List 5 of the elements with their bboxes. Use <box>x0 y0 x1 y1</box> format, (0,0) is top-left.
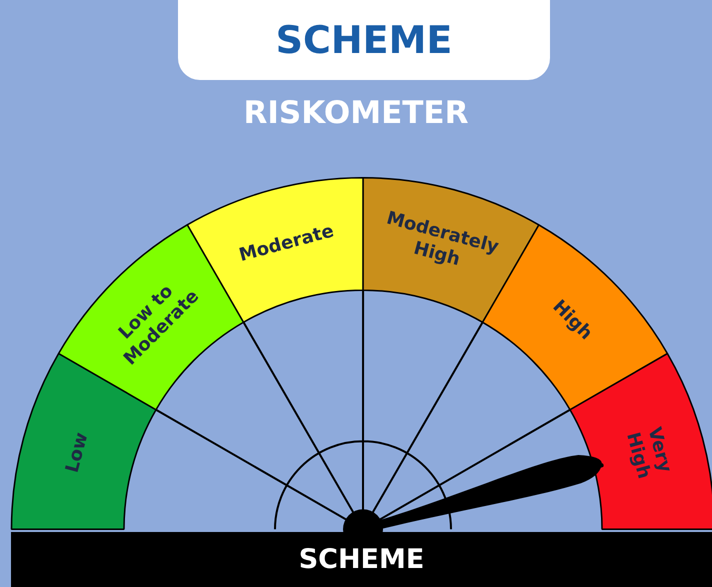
chart-title: SCHEME <box>276 18 452 62</box>
slice-label: Low <box>62 430 92 475</box>
chart-subtitle: RISKOMETER <box>242 95 470 131</box>
text: SCHEME <box>298 544 424 575</box>
slice-label: Very High <box>622 424 676 481</box>
